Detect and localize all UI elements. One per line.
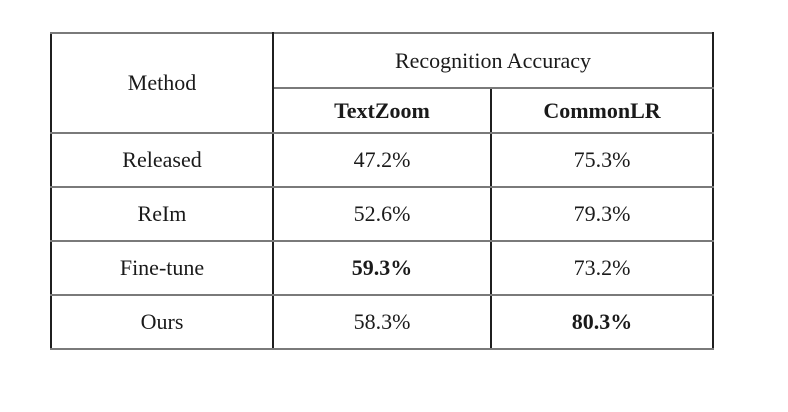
cell-commonlr-value-best: 80.3%	[489, 294, 715, 350]
cell-method: Fine-tune	[50, 240, 274, 296]
table-row-released: Released 47.2% 75.3%	[50, 132, 715, 188]
cell-textzoom-value-best: 59.3%	[272, 240, 492, 296]
cell-commonlr-value: 79.3%	[489, 186, 715, 242]
header-row-group: Method Recognition Accuracy	[50, 32, 715, 134]
header-cell-method: Method	[50, 32, 274, 134]
table-row-fine-tune: Fine-tune 59.3% 73.2%	[50, 240, 715, 296]
header-cell-textzoom: TextZoom	[272, 87, 492, 134]
table-row-reim: ReIm 52.6% 79.3%	[50, 186, 715, 242]
cell-textzoom-value: 47.2%	[272, 132, 492, 188]
cell-commonlr-value: 75.3%	[489, 132, 715, 188]
cell-textzoom-value: 52.6%	[272, 186, 492, 242]
cell-method: Ours	[50, 294, 274, 350]
table-row-ours: Ours 58.3% 80.3%	[50, 294, 715, 350]
cell-textzoom-value: 58.3%	[272, 294, 492, 350]
header-row-datasets: TextZoom CommonLR	[51, 87, 715, 134]
results-table-container: Method Recognition Accuracy TextZoom Com…	[50, 32, 715, 350]
header-cell-commonlr: CommonLR	[489, 87, 715, 134]
header-cell-recognition-accuracy: Recognition Accuracy	[271, 32, 715, 89]
cell-method: Released	[50, 132, 274, 188]
recognition-accuracy-table: Method Recognition Accuracy TextZoom Com…	[50, 32, 715, 350]
cell-commonlr-value: 73.2%	[489, 240, 715, 296]
cell-method: ReIm	[50, 186, 274, 242]
